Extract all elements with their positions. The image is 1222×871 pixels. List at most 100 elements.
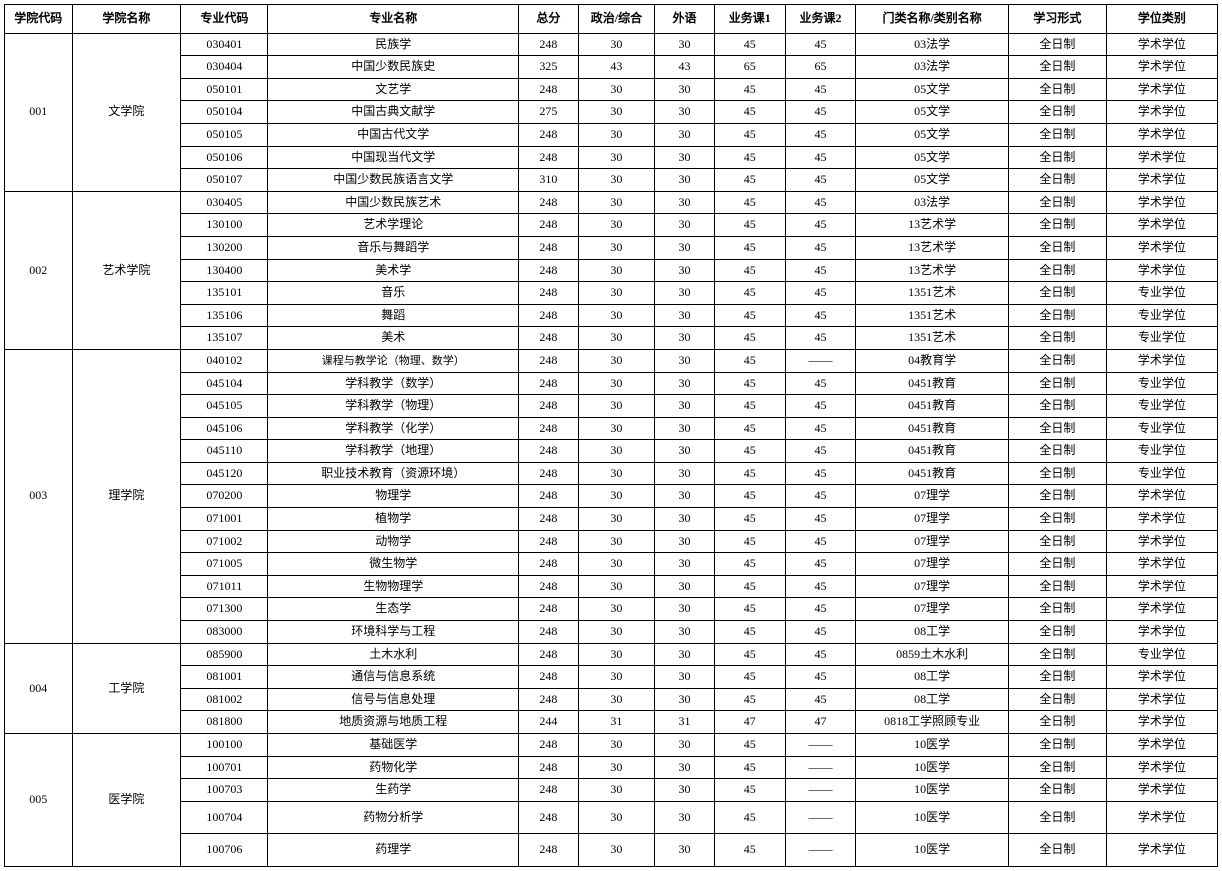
cell-majorName: 地质资源与地质工程 [268,711,518,734]
cell-majorCode: 100703 [181,779,268,802]
cell-politics: 43 [578,56,654,79]
cell-majorName: 药物分析学 [268,801,518,834]
cell-pro1: 45 [714,33,785,56]
cell-politics: 30 [578,395,654,418]
cell-majorName: 学科教学（地理） [268,440,518,463]
table-row: 002艺术学院030405中国少数民族艺术2483030454503法学全日制学… [5,191,1218,214]
cell-pro1: 45 [714,123,785,146]
cell-majorCode: 050105 [181,123,268,146]
cell-foreign: 30 [655,214,715,237]
cell-majorCode: 030405 [181,191,268,214]
cell-foreign: 30 [655,666,715,689]
cell-politics: 30 [578,417,654,440]
cell-category: 08工学 [856,688,1008,711]
cell-majorCode: 081001 [181,666,268,689]
cell-majorName: 课程与教学论（物理、数学） [268,349,518,372]
cell-total: 248 [518,372,578,395]
cell-politics: 30 [578,734,654,757]
cell-pro2: 45 [785,304,856,327]
cell-foreign: 30 [655,756,715,779]
cell-studyMode: 全日制 [1008,598,1106,621]
table-row: 005医学院100100基础医学248303045——10医学全日制学术学位 [5,734,1218,757]
cell-total: 248 [518,462,578,485]
cell-pro2: 45 [785,236,856,259]
cell-studyMode: 全日制 [1008,801,1106,834]
col-header-collegeName: 学院名称 [72,5,181,34]
cell-majorName: 中国现当代文学 [268,146,518,169]
cell-foreign: 30 [655,462,715,485]
admissions-scores-table: 学院代码学院名称专业代码专业名称总分政治/综合外语业务课1业务课2门类名称/类别… [4,4,1218,867]
cell-politics: 30 [578,372,654,395]
cell-studyMode: 全日制 [1008,462,1106,485]
cell-majorCode: 040102 [181,349,268,372]
cell-category: 03法学 [856,56,1008,79]
table-row: 071002动物学2483030454507理学全日制学术学位 [5,530,1218,553]
cell-studyMode: 全日制 [1008,621,1106,644]
cell-total: 248 [518,779,578,802]
cell-foreign: 30 [655,78,715,101]
cell-pro1: 45 [714,462,785,485]
cell-majorName: 药物化学 [268,756,518,779]
cell-majorCode: 135107 [181,327,268,350]
cell-foreign: 30 [655,191,715,214]
cell-pro2: 47 [785,711,856,734]
cell-politics: 30 [578,327,654,350]
cell-politics: 30 [578,440,654,463]
cell-category: 10医学 [856,834,1008,867]
cell-category: 03法学 [856,191,1008,214]
cell-total: 248 [518,688,578,711]
college-name-cell: 文学院 [72,33,181,191]
cell-politics: 30 [578,349,654,372]
cell-pro2: —— [785,734,856,757]
cell-degreeType: 学术学位 [1106,169,1217,192]
cell-category: 0451教育 [856,395,1008,418]
cell-degreeType: 学术学位 [1106,621,1217,644]
cell-politics: 30 [578,282,654,305]
cell-total: 248 [518,327,578,350]
table-row: 050105中国古代文学2483030454505文学全日制学术学位 [5,123,1218,146]
table-row: 135106舞蹈248303045451351艺术全日制专业学位 [5,304,1218,327]
cell-foreign: 30 [655,395,715,418]
cell-politics: 30 [578,33,654,56]
cell-total: 248 [518,734,578,757]
cell-total: 248 [518,417,578,440]
cell-total: 248 [518,259,578,282]
cell-politics: 30 [578,485,654,508]
cell-degreeType: 学术学位 [1106,801,1217,834]
cell-degreeType: 学术学位 [1106,123,1217,146]
cell-pro2: 45 [785,508,856,531]
cell-total: 248 [518,621,578,644]
cell-majorCode: 050104 [181,101,268,124]
cell-category: 08工学 [856,666,1008,689]
cell-pro2: 45 [785,621,856,644]
cell-degreeType: 学术学位 [1106,575,1217,598]
cell-total: 248 [518,440,578,463]
cell-pro1: 45 [714,214,785,237]
cell-pro2: 45 [785,462,856,485]
table-row: 001文学院030401民族学2483030454503法学全日制学术学位 [5,33,1218,56]
cell-degreeType: 专业学位 [1106,372,1217,395]
cell-majorCode: 045105 [181,395,268,418]
cell-foreign: 30 [655,101,715,124]
col-header-foreign: 外语 [655,5,715,34]
col-header-total: 总分 [518,5,578,34]
cell-degreeType: 学术学位 [1106,349,1217,372]
cell-foreign: 30 [655,169,715,192]
cell-studyMode: 全日制 [1008,372,1106,395]
col-header-politics: 政治/综合 [578,5,654,34]
cell-majorName: 中国少数民族艺术 [268,191,518,214]
cell-category: 05文学 [856,101,1008,124]
cell-category: 0818工学照顾专业 [856,711,1008,734]
cell-foreign: 30 [655,575,715,598]
cell-studyMode: 全日制 [1008,417,1106,440]
cell-degreeType: 学术学位 [1106,734,1217,757]
cell-politics: 30 [578,530,654,553]
cell-politics: 30 [578,236,654,259]
cell-majorCode: 071300 [181,598,268,621]
cell-majorName: 环境科学与工程 [268,621,518,644]
cell-category: 07理学 [856,553,1008,576]
cell-total: 248 [518,123,578,146]
cell-politics: 30 [578,191,654,214]
cell-pro2: —— [785,779,856,802]
cell-pro2: 45 [785,395,856,418]
